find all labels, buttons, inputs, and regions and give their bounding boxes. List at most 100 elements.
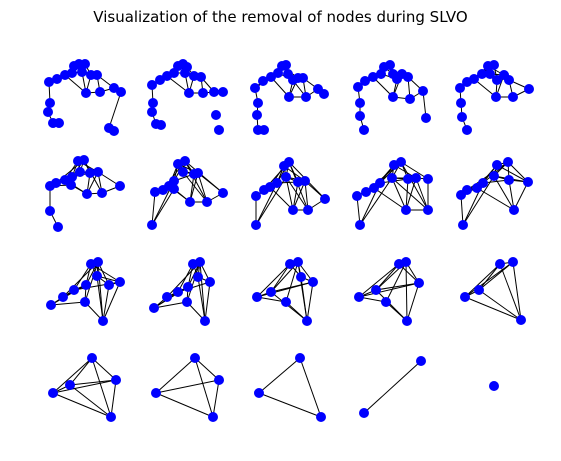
- graph-node: [180, 156, 190, 166]
- graph-edge: [91, 357, 117, 381]
- graph-edge: [184, 160, 208, 203]
- graph-node: [474, 285, 484, 295]
- graph-node: [75, 167, 85, 177]
- graph-node: [46, 300, 56, 310]
- graph-node: [355, 111, 365, 121]
- graph-edge: [464, 261, 514, 298]
- graph-node: [388, 92, 398, 102]
- graph-edge: [285, 176, 309, 211]
- graph-node: [288, 205, 298, 215]
- graph-node: [184, 88, 194, 98]
- graph-panel-12: [149, 257, 215, 326]
- graph-edge: [91, 357, 112, 418]
- graph-node: [284, 92, 294, 102]
- graph-node: [524, 84, 534, 94]
- graph-node: [455, 83, 465, 93]
- graph-node: [503, 157, 513, 167]
- graph-node: [251, 220, 261, 230]
- graph-node: [45, 98, 55, 108]
- graph-node: [403, 174, 413, 184]
- graph-node: [353, 82, 363, 92]
- graph-edge: [513, 181, 529, 211]
- graph-edge: [52, 379, 117, 394]
- graph-node: [414, 278, 424, 288]
- graph-node: [195, 257, 205, 267]
- graph-node: [508, 257, 518, 267]
- graph-edge: [415, 177, 429, 211]
- graph-node: [385, 60, 395, 70]
- graph-edge: [358, 263, 400, 298]
- graph-node: [368, 72, 378, 82]
- graph-node: [169, 184, 179, 194]
- graph-node: [308, 277, 318, 287]
- graph-node: [147, 107, 157, 117]
- graph-edge: [204, 281, 211, 322]
- graph-edge: [493, 175, 515, 211]
- graph-node: [361, 187, 371, 197]
- graph-node: [53, 222, 63, 232]
- graph-node: [355, 98, 365, 108]
- graph-node: [401, 257, 411, 267]
- graph-edge: [258, 392, 322, 418]
- graph-edge: [358, 282, 420, 298]
- graph-node: [97, 188, 107, 198]
- graph-node: [387, 173, 397, 183]
- graph-node: [492, 160, 502, 170]
- graph-node: [190, 353, 200, 363]
- graph-node: [489, 60, 499, 70]
- graph-node: [252, 110, 262, 120]
- graph-edge: [96, 275, 104, 322]
- graph-node: [418, 86, 428, 96]
- graph-edge: [52, 357, 93, 394]
- graph-node: [284, 157, 294, 167]
- graph-node: [355, 220, 365, 230]
- graph-panel-3: [250, 60, 329, 135]
- graph-node: [462, 125, 472, 135]
- graph-edge: [400, 161, 429, 180]
- graph-edge: [110, 379, 117, 418]
- graph-edge: [256, 263, 291, 298]
- graph-panel-7: [147, 156, 228, 230]
- graph-edge: [373, 187, 407, 211]
- graph-edge: [155, 379, 220, 394]
- graph-node: [148, 98, 158, 108]
- graph-node: [302, 316, 312, 326]
- graph-node: [69, 285, 79, 295]
- graph-node: [403, 72, 413, 82]
- graph-node: [319, 89, 329, 99]
- graph-panel-11: [46, 257, 125, 326]
- graph-node: [296, 272, 306, 282]
- graph-node: [147, 80, 157, 90]
- graph-edge: [363, 360, 422, 414]
- graph-node: [54, 118, 64, 128]
- graph-node: [281, 60, 291, 70]
- graph-edge: [102, 281, 121, 322]
- graph-node: [48, 388, 58, 398]
- graph-node: [82, 189, 92, 199]
- graph-panel-8: [251, 157, 330, 230]
- graph-edge: [460, 194, 464, 226]
- graph-node: [508, 92, 518, 102]
- graph-edge: [464, 296, 522, 321]
- graph-edge: [197, 276, 206, 322]
- graph-node: [301, 92, 311, 102]
- graph-node: [111, 375, 121, 385]
- graph-node: [300, 176, 310, 186]
- graph-edge: [182, 171, 208, 203]
- graph-edge: [391, 177, 407, 211]
- graph-node: [65, 380, 75, 390]
- graph-panel-5: [455, 60, 534, 135]
- graph-node: [98, 316, 108, 326]
- graph-edge: [508, 179, 515, 211]
- graph-node: [44, 77, 54, 87]
- graph-node: [495, 259, 505, 269]
- graph-node: [196, 72, 206, 82]
- graph-node: [320, 194, 330, 204]
- graph-node: [67, 172, 77, 182]
- graph-node: [360, 76, 370, 86]
- graph-edge: [385, 261, 407, 303]
- graph-node: [258, 76, 268, 86]
- graph-node: [182, 297, 192, 307]
- graph-edge: [375, 282, 420, 291]
- graph-edge: [400, 161, 429, 211]
